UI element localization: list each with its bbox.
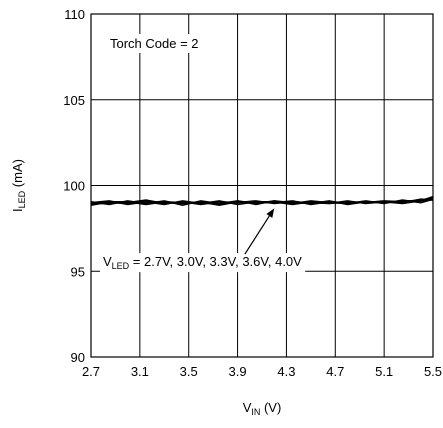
- curve-label: VLED = 2.7V, 3.0V, 3.3V, 3.6V, 4.0V: [103, 254, 302, 271]
- grid: [90, 13, 434, 358]
- x-tick-labels: 2.7 3.1 3.5 3.9 4.3 4.7 5.1 5.5: [82, 364, 442, 379]
- annotation-arrowhead: [266, 208, 275, 218]
- x-tick-label: 5.1: [375, 364, 393, 379]
- inset-label: Torch Code = 2: [110, 36, 199, 51]
- y-tick-label: 110: [64, 7, 85, 22]
- x-tick-label: 5.5: [424, 364, 442, 379]
- curve-label-subscript: LED: [112, 261, 130, 271]
- annotation-arrow: [244, 215, 270, 255]
- y-axis-title-main: I: [10, 208, 25, 212]
- x-axis-title-subscript: IN: [251, 407, 260, 417]
- curve-label-background: [100, 253, 306, 273]
- x-tick-label: 2.7: [82, 364, 100, 379]
- x-tick-label: 3.9: [229, 364, 247, 379]
- x-axis-title-unit: (V): [260, 400, 281, 415]
- x-tick-label: 4.3: [277, 364, 295, 379]
- x-axis-title: VIN (V): [243, 400, 282, 417]
- curve-label-values: = 2.7V, 3.0V, 3.3V, 3.6V, 4.0V: [129, 254, 302, 269]
- series-line: [90, 195, 434, 206]
- inset-label-background: [106, 34, 203, 53]
- y-axis-title-subscript: LED: [17, 190, 27, 208]
- y-tick-label: 90: [71, 350, 85, 365]
- y-axis-title: ILED (mA): [10, 159, 27, 212]
- series-layer: [90, 195, 434, 207]
- x-axis-title-main: V: [243, 400, 252, 415]
- y-axis-title-unit: (mA): [10, 159, 25, 191]
- x-tick-label: 3.5: [180, 364, 198, 379]
- curve-label-v: V: [103, 254, 112, 269]
- x-tick-label: 4.7: [326, 364, 344, 379]
- plot-frame: [90, 13, 434, 358]
- y-tick-label: 105: [63, 93, 85, 108]
- y-tick-label: 95: [71, 264, 85, 279]
- y-tick-label: 100: [63, 179, 85, 194]
- x-tick-label: 3.1: [131, 364, 149, 379]
- y-tick-labels: 90 95 100 105 110: [63, 7, 85, 365]
